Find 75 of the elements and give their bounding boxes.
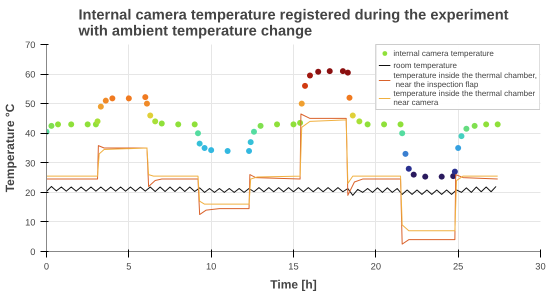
y-tick-label: 10 [25, 217, 36, 228]
point [306, 72, 313, 79]
point [102, 98, 109, 104]
x-tick-label: 15 [288, 262, 299, 272]
point [68, 121, 74, 128]
point [202, 145, 208, 151]
y-tick-label: 20 [25, 188, 36, 198]
point [290, 121, 296, 128]
point [381, 121, 388, 128]
point [463, 126, 470, 132]
point [248, 139, 254, 146]
point [452, 168, 458, 175]
point [298, 100, 305, 107]
y-tick-label: 30 [25, 158, 36, 168]
point [344, 70, 351, 76]
x-tick-label: 30 [535, 262, 546, 272]
point [158, 120, 165, 126]
point [315, 68, 322, 75]
point [126, 95, 132, 102]
point [258, 122, 264, 129]
point [274, 121, 280, 128]
y-tick-label: 70 [25, 40, 36, 50]
point [356, 118, 362, 124]
point [98, 104, 104, 110]
y-axis-title: Temperature °C [3, 103, 18, 192]
y-tick-label: 0 [30, 247, 36, 257]
point [147, 112, 154, 118]
x-tick-label: 0 [44, 262, 50, 272]
point [224, 148, 231, 154]
point [494, 121, 501, 128]
point [250, 128, 257, 135]
point [175, 121, 182, 128]
point [94, 118, 101, 124]
point [410, 172, 417, 178]
point [399, 130, 406, 136]
point [194, 130, 201, 136]
point [144, 100, 150, 107]
point [483, 121, 490, 128]
point [326, 68, 333, 74]
point [340, 68, 346, 74]
point [455, 145, 462, 151]
point [302, 82, 308, 89]
y-tick-label: 50 [25, 99, 36, 110]
point [458, 133, 464, 140]
x-tick-label: 10 [206, 262, 216, 272]
point [192, 121, 198, 128]
point [364, 121, 371, 128]
point [438, 174, 445, 180]
point [152, 118, 158, 124]
chart-title: Internal camera temperature registered during the experiment with ambient temperature change [77, 8, 509, 40]
point [142, 94, 148, 100]
point [109, 95, 116, 102]
line-series [46, 186, 497, 196]
y-tick-label: 60 [25, 70, 36, 80]
point [422, 174, 428, 180]
x-tick-label: 25 [452, 262, 464, 272]
point [402, 150, 408, 157]
point [246, 148, 252, 154]
point [472, 122, 478, 129]
point [346, 94, 352, 101]
legend-label: room temperature [393, 60, 457, 70]
point [55, 121, 62, 128]
legend-label: temperature inside the thermal chamber near camera [393, 89, 536, 107]
y-tick-label: 40 [25, 128, 36, 139]
legend-label: internal camera temperature [393, 48, 494, 58]
point [406, 166, 412, 172]
x-axis-title: Time [h] [270, 278, 317, 292]
point [48, 122, 54, 129]
point [208, 147, 214, 154]
x-tick-label: 20 [370, 262, 382, 272]
point [350, 112, 356, 118]
point [196, 140, 203, 147]
point [84, 121, 91, 128]
point [398, 121, 404, 128]
x-tick-label: 5 [126, 262, 132, 272]
